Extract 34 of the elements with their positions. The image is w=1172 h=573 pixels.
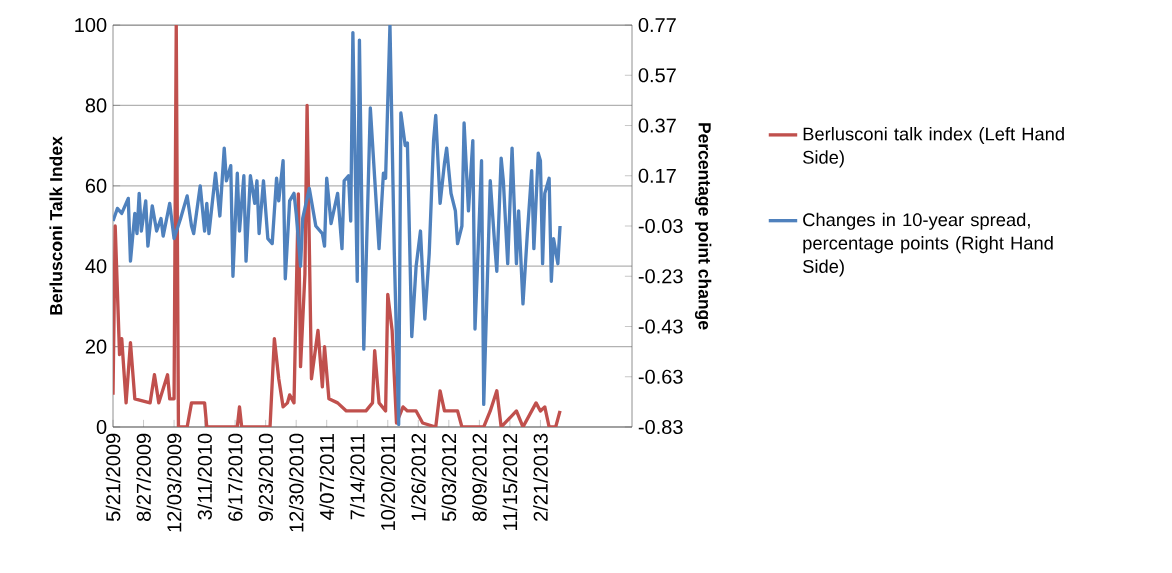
legend-label: Changes in 10-year spread, percentage points (Right Hand Side) <box>803 212 1053 277</box>
y2-axis-title: Percentage point change <box>694 123 712 330</box>
x-tick-label: 8/09/2012 <box>472 433 487 521</box>
x-tick-label: 3/11/2010 <box>197 433 212 520</box>
x-tick-label: 6/17/2010 <box>227 433 243 521</box>
y2-tick-label: 0.37 <box>638 118 676 133</box>
x-tick-label: 9/23/2010 <box>258 433 273 521</box>
y2-tick-label: -0.43 <box>638 319 683 334</box>
y-tick-label: 40 <box>85 259 107 274</box>
y2-tick-label: -0.23 <box>638 269 683 284</box>
y-tick-label: 0 <box>96 419 107 435</box>
y2-tick-label: 0.77 <box>638 17 676 33</box>
y2-tick-label: -0.63 <box>638 369 683 384</box>
y2-tick-label: 0.57 <box>638 68 676 83</box>
x-tick-label: 10/20/2011 <box>380 433 396 530</box>
x-tick-label: 7/14/2011 <box>349 433 365 520</box>
y-tick-label: 60 <box>85 178 107 193</box>
y-tick-label: 100 <box>75 17 107 33</box>
y2-tick-label: 0.17 <box>638 168 676 183</box>
legend-label: Berlusconi talk index (Left Hand Side) <box>803 127 1064 168</box>
x-tick-label: 8/27/2009 <box>136 433 151 521</box>
x-tick-label: 11/15/2012 <box>502 433 518 530</box>
x-tick-label: 5/03/2012 <box>441 433 457 522</box>
x-tick-label: 12/03/2009 <box>166 433 182 532</box>
x-tick-label: 12/30/2010 <box>288 433 304 532</box>
y-axis-title: Berlusconi Talk Index <box>49 136 63 315</box>
y-tick-label: 80 <box>85 98 107 113</box>
y2-tick-label: -0.83 <box>638 419 683 435</box>
x-tick-label: 4/07/2011 <box>319 433 335 520</box>
y-tick-label: 20 <box>85 339 107 354</box>
x-tick-label: 2/21/2013 <box>533 433 548 521</box>
y2-tick-label: -0.03 <box>638 218 683 234</box>
x-tick-label: 1/26/2012 <box>410 433 426 521</box>
x-tick-label: 5/21/2009 <box>105 433 121 522</box>
